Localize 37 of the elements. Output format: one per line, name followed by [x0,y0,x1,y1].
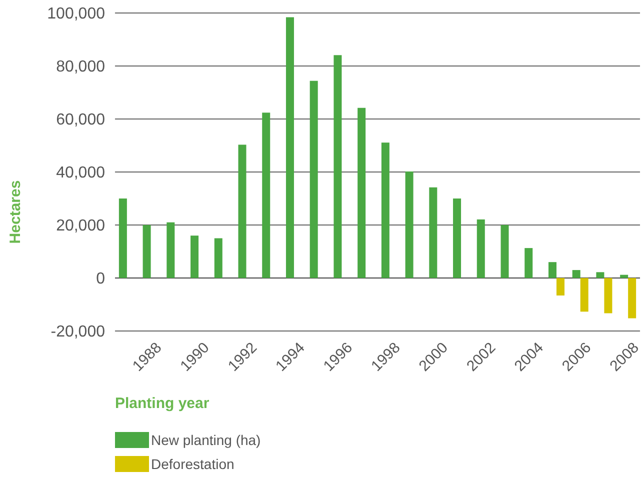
bar [628,278,636,318]
bar [310,80,318,278]
bar [381,142,390,278]
legend-label: Deforestation [151,456,234,472]
legend-label: New planting (ha) [151,432,261,448]
bar [524,248,533,278]
bar [142,225,151,278]
bar [118,198,127,278]
y-tick-label: 20,000 [56,218,106,235]
bar [405,171,414,278]
bar [286,17,294,278]
y-tick-label: 40,000 [56,164,106,182]
bar [580,278,588,312]
y-axis-title: Hectares [7,180,24,244]
bar [620,274,628,278]
bar [596,272,604,278]
y-tick-label: 80,000 [56,58,106,76]
bar [190,236,199,278]
bar [604,278,612,314]
bar [548,262,556,278]
y-tick-label: -20,000 [50,324,106,341]
x-axis-title: Planting year [115,395,210,412]
bar [166,222,175,278]
bar [238,144,246,278]
y-tick-label: 100,000 [47,6,106,23]
bar [476,219,485,278]
bar [556,278,564,296]
bar [262,112,270,278]
bar [214,238,222,278]
bar [334,55,342,278]
bar [358,108,366,278]
bar [500,225,509,278]
bar [453,198,462,278]
y-tick-label: 0 [96,270,106,288]
y-tick-label: 60,000 [56,112,106,129]
bar [429,187,438,278]
bar [572,270,580,278]
